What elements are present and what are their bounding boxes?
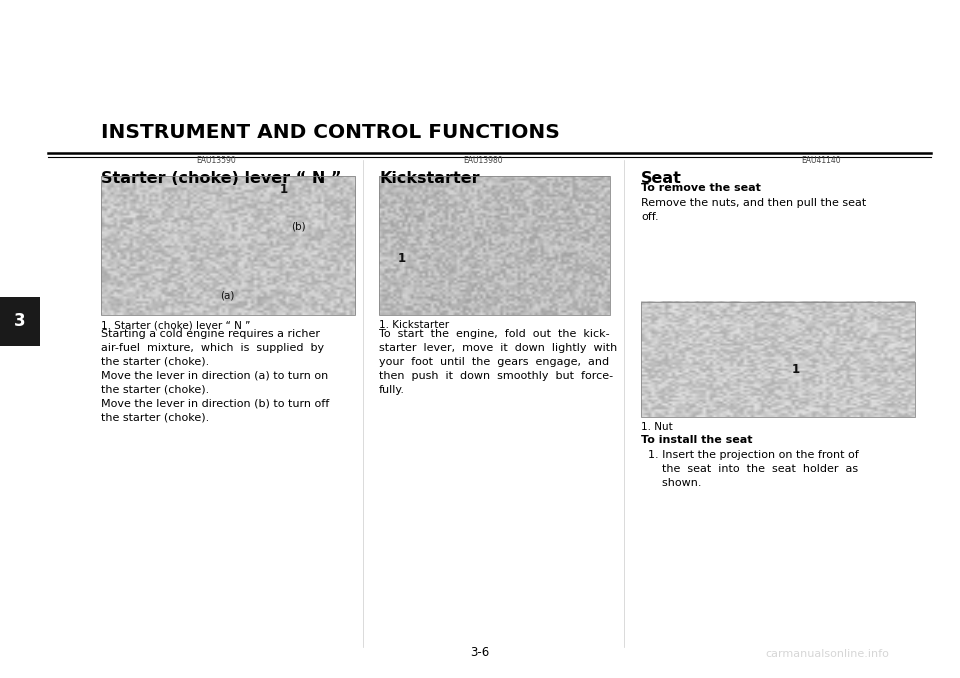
Text: 1: 1 <box>280 183 288 196</box>
Text: 1: 1 <box>792 363 800 376</box>
Text: (a): (a) <box>221 291 235 300</box>
Bar <box>379 176 610 315</box>
Text: 3: 3 <box>14 313 26 330</box>
Text: 1. Kickstarter: 1. Kickstarter <box>379 320 449 330</box>
Text: 1: 1 <box>397 252 406 266</box>
Text: 3-6: 3-6 <box>470 646 490 659</box>
Text: To  start  the  engine,  fold  out  the  kick-
starter  lever,  move  it  down  : To start the engine, fold out the kick- … <box>379 329 617 395</box>
Text: Remove the nuts, and then pull the seat
off.: Remove the nuts, and then pull the seat … <box>641 198 867 222</box>
Text: EAU13590: EAU13590 <box>196 157 236 165</box>
Text: 1. Nut: 1. Nut <box>641 422 673 432</box>
Text: 1. Starter (choke) lever “ N ”: 1. Starter (choke) lever “ N ” <box>101 320 251 330</box>
Text: EAU13980: EAU13980 <box>463 157 503 165</box>
Text: Starting a cold engine requires a richer
air-fuel  mixture,  which  is  supplied: Starting a cold engine requires a richer… <box>101 329 329 423</box>
Text: carmanualsonline.info: carmanualsonline.info <box>765 649 890 659</box>
Text: To remove the seat: To remove the seat <box>641 183 761 193</box>
Bar <box>0 297 40 346</box>
Text: Seat: Seat <box>641 171 683 186</box>
Text: Starter (choke) lever “ N ”: Starter (choke) lever “ N ” <box>101 171 342 186</box>
Text: INSTRUMENT AND CONTROL FUNCTIONS: INSTRUMENT AND CONTROL FUNCTIONS <box>101 123 560 142</box>
Text: To install the seat: To install the seat <box>641 435 753 445</box>
Bar <box>101 176 355 315</box>
Bar <box>641 302 915 417</box>
Text: Kickstarter: Kickstarter <box>379 171 480 186</box>
Text: (b): (b) <box>292 221 306 231</box>
Text: EAU41140: EAU41140 <box>801 157 841 165</box>
Text: 1. Insert the projection on the front of
      the  seat  into  the  seat  holde: 1. Insert the projection on the front of… <box>641 450 859 488</box>
